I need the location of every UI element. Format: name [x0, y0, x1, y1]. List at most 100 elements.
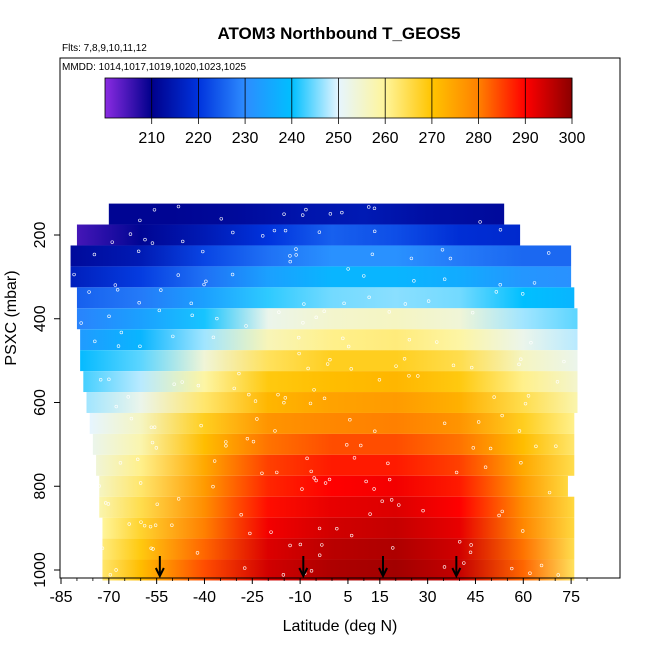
sample-point: [367, 205, 371, 209]
sample-point: [170, 523, 174, 527]
sample-point: [106, 502, 111, 506]
colorbar: 210 220 230 240 250 260 270 280 290 300: [104, 77, 585, 147]
sample-point: [253, 399, 258, 403]
arrow-head: [451, 567, 462, 579]
sample-point: [127, 522, 131, 526]
sample-point: [498, 283, 502, 287]
sample-point: [100, 546, 105, 550]
sample-point: [510, 566, 514, 571]
sample-point: [126, 395, 130, 399]
sample-point: [494, 290, 499, 294]
sample-point: [243, 566, 247, 570]
x-tick-label: -70: [97, 589, 120, 606]
heat-band: [89, 412, 575, 434]
sample-point: [176, 273, 180, 277]
plot-frame: [59, 57, 621, 579]
sample-point: [149, 425, 154, 429]
sample-point: [554, 444, 558, 448]
sample-point: [92, 252, 97, 257]
sample-point: [159, 288, 163, 292]
sample-point: [352, 456, 357, 460]
sample-point: [519, 357, 523, 361]
sample-point: [118, 461, 123, 465]
sample-point: [113, 283, 118, 287]
sample-point: [150, 241, 155, 245]
sample-point: [237, 371, 241, 376]
sample-point: [498, 228, 503, 232]
sample-point: [99, 378, 103, 382]
sample-point: [492, 395, 496, 399]
sample-point: [260, 471, 264, 476]
x-tick-label: 15: [371, 589, 389, 606]
sample-point: [79, 321, 83, 325]
sample-point: [373, 429, 377, 433]
sample-point: [148, 524, 153, 529]
sample-point: [190, 313, 194, 318]
sample-point: [457, 540, 462, 544]
sample-point: [219, 217, 223, 221]
sample-point: [180, 380, 184, 384]
x-tick-label: -55: [145, 589, 168, 606]
sample-point: [298, 542, 303, 547]
sample-point: [328, 357, 332, 362]
dates-subtitle: MMDD: 1014,1017,1019,1020,1023,1025: [62, 62, 246, 73]
sample-point: [172, 382, 176, 386]
arrow-markers: [154, 556, 462, 579]
sample-point: [328, 212, 333, 216]
sample-point: [323, 481, 328, 485]
sample-point: [367, 295, 371, 299]
sample-point: [224, 444, 228, 448]
colorbar-tick-label: 210: [138, 130, 165, 147]
sample-point: [308, 401, 313, 406]
sample-point: [138, 481, 143, 485]
sample-point: [195, 551, 200, 555]
sample-point: [394, 364, 398, 368]
sample-point: [275, 470, 279, 475]
sample-point: [387, 310, 391, 314]
heat-band: [70, 266, 572, 288]
sample-point: [370, 252, 375, 256]
y-tick-label: 200: [32, 222, 49, 249]
sample-point: [529, 340, 533, 345]
sample-point: [407, 374, 411, 378]
sample-point: [497, 513, 501, 518]
sample-point: [239, 513, 243, 517]
y-tick-label: 800: [32, 473, 49, 500]
sample-point: [128, 232, 133, 236]
sample-point: [547, 490, 552, 495]
sample-point: [435, 340, 439, 344]
sample-point: [318, 553, 322, 557]
sample-point: [521, 292, 525, 296]
sample-point: [519, 461, 523, 465]
y-axis: 200 400 600 800 1000: [32, 222, 60, 588]
sample-point: [342, 301, 346, 306]
sample-point: [517, 429, 522, 433]
sample-point: [528, 571, 532, 575]
sample-point: [247, 392, 251, 397]
colorbar-tick-label: 280: [465, 130, 492, 147]
sample-point: [129, 416, 134, 421]
sample-point: [470, 310, 475, 315]
x-tick-label: -40: [193, 589, 216, 606]
sample-point: [114, 568, 118, 572]
flights-subtitle: Flts: 7,8,9,10,11,12: [62, 43, 147, 54]
sample-point: [320, 543, 324, 547]
sample-point: [136, 457, 140, 462]
sample-point: [107, 314, 111, 319]
heat-band: [99, 475, 568, 497]
sample-point: [297, 351, 301, 356]
sample-point: [372, 206, 377, 211]
sample-point: [412, 279, 416, 283]
heatmap-layer: [70, 203, 578, 581]
sample-point: [143, 237, 147, 242]
sample-point: [534, 444, 538, 449]
sample-point: [282, 212, 286, 216]
sample-point: [476, 420, 481, 424]
x-tick-label: -25: [241, 589, 264, 606]
sample-point: [136, 249, 141, 254]
heat-band: [76, 224, 521, 246]
heat-band: [80, 329, 578, 351]
x-axis-label: Latitude (deg N): [283, 618, 398, 635]
sample-point: [345, 443, 349, 447]
sample-point: [224, 440, 228, 444]
